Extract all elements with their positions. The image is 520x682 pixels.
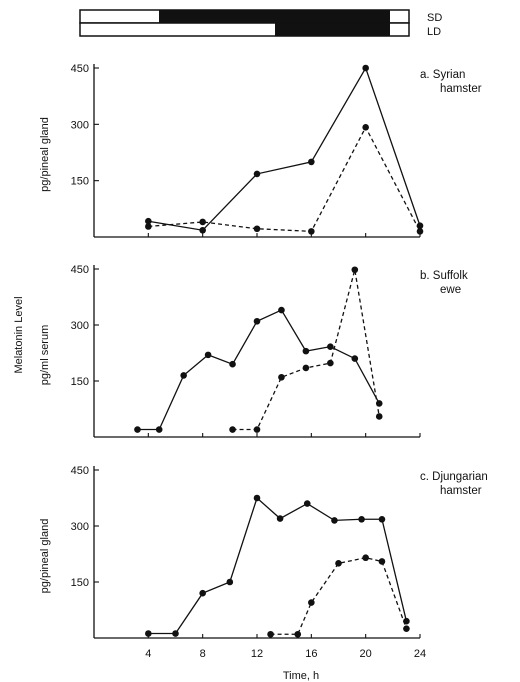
- data-point-dashed: [378, 558, 386, 565]
- panel-label-line: hamster: [440, 485, 482, 497]
- y-tick-label: 150: [71, 176, 89, 188]
- data-point-dashed: [327, 359, 334, 367]
- y-axis-label: pg/pineal gland: [39, 519, 51, 594]
- data-point-solid: [199, 226, 206, 234]
- data-point-solid: [204, 351, 212, 359]
- shared-y-axis-label: Melatonin Level: [13, 296, 25, 373]
- data-point-solid: [278, 306, 285, 314]
- ld-label: LD: [427, 26, 441, 38]
- data-point-dashed: [403, 625, 410, 632]
- panel-label-line: a. Syrian: [420, 69, 465, 81]
- y-axis-label: pg/ml serum: [39, 325, 51, 386]
- data-point-solid: [253, 170, 261, 178]
- x-tick-label: 12: [251, 648, 263, 660]
- data-point-dashed: [416, 228, 424, 235]
- data-point-solid: [378, 515, 386, 523]
- chart-panels: 150 300 450 pg/pineal gland a. Syrian hamster…: [39, 63, 488, 660]
- data-point-dashed: [199, 218, 206, 226]
- data-point-dashed: [294, 630, 302, 638]
- x-tick-label: 16: [305, 648, 317, 660]
- data-point-solid: [145, 217, 152, 225]
- y-tick-label: 450: [71, 63, 89, 75]
- data-point-solid: [172, 630, 179, 637]
- data-point-solid: [155, 426, 163, 433]
- data-point-dashed: [308, 599, 315, 606]
- data-point-dashed: [267, 630, 274, 638]
- data-point-dashed: [302, 364, 310, 372]
- data-point-solid: [302, 347, 310, 355]
- data-point-dashed: [335, 560, 342, 567]
- y-tick-label: 450: [71, 264, 89, 276]
- photoperiod-bars: SD LD: [79, 9, 442, 38]
- data-point-dashed: [253, 426, 261, 433]
- data-point-dashed: [308, 228, 315, 235]
- y-tick-label: 450: [71, 465, 89, 477]
- chart-panel-3: 150 300 450 4 8 12 16 20 24 pg/pineal gland c. Dju…: [39, 465, 488, 660]
- data-point-dashed: [362, 124, 369, 131]
- data-point-dashed: [253, 225, 261, 233]
- data-point-solid: [351, 355, 359, 362]
- data-point-solid: [308, 158, 315, 166]
- series-line-solid: [137, 309, 380, 431]
- y-tick-label: 150: [71, 577, 89, 589]
- sd-bar-dark: [159, 10, 390, 23]
- chart-panel-2: 150 300 450 pg/ml serum b. Suffolk ewe: [39, 264, 468, 438]
- panel-label-line: hamster: [440, 83, 482, 95]
- data-point-solid: [145, 630, 152, 637]
- data-point-solid: [253, 317, 261, 325]
- x-axis-label: Time, h: [283, 670, 319, 682]
- data-point-solid: [229, 360, 236, 368]
- y-axis-label: pg/pineal gland: [39, 117, 51, 192]
- series-line-solid: [148, 66, 421, 231]
- data-point-dashed: [145, 223, 152, 230]
- data-point-solid: [331, 517, 338, 524]
- data-point-solid: [180, 372, 187, 379]
- data-point-solid: [199, 589, 206, 597]
- data-point-solid: [303, 500, 311, 507]
- data-point-dashed: [278, 373, 285, 381]
- sd-label: SD: [427, 12, 442, 24]
- chart-panel-1: 150 300 450 pg/pineal gland a. Syrian hamster: [39, 63, 482, 238]
- y-tick-label: 150: [71, 376, 89, 388]
- y-tick-label: 300: [71, 320, 89, 332]
- data-point-dashed: [351, 266, 359, 274]
- panel-label-line: c. Djungarian: [420, 471, 488, 483]
- ld-bar-dark: [275, 23, 390, 36]
- data-point-dashed: [375, 413, 383, 420]
- data-point-solid: [253, 494, 261, 502]
- data-point-solid: [358, 515, 365, 523]
- x-tick-label: 8: [200, 648, 206, 660]
- data-point-solid: [362, 64, 369, 72]
- x-tick-label: 24: [414, 648, 426, 660]
- series-line-dashed: [148, 125, 421, 233]
- data-point-solid: [327, 343, 334, 350]
- x-tick-label: 20: [360, 648, 372, 660]
- data-point-dashed: [362, 554, 369, 562]
- y-tick-label: 300: [71, 521, 89, 533]
- y-tick-label: 300: [71, 119, 89, 131]
- data-point-dashed: [229, 426, 236, 433]
- data-point-solid: [226, 578, 234, 586]
- data-point-solid: [134, 426, 141, 433]
- panel-label-line: b. Suffolk: [420, 270, 468, 282]
- x-tick-label: 4: [145, 648, 151, 660]
- data-point-solid: [276, 515, 284, 522]
- panel-label-line: ewe: [440, 284, 461, 296]
- series-line-dashed: [270, 557, 408, 635]
